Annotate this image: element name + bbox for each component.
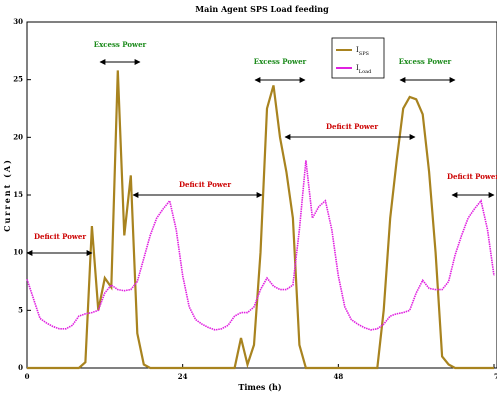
legend-label: ILoad xyxy=(356,64,372,75)
annotation-label: Excess Power xyxy=(94,40,147,49)
legend-box xyxy=(331,37,385,79)
chart-title: Main Agent SPS Load feeding xyxy=(195,4,329,14)
x-axis-label: Times (h) xyxy=(238,382,281,392)
x-tick-label: 48 xyxy=(333,372,343,381)
y-tick-label: 20 xyxy=(13,132,23,141)
annotation-label: Deficit Power xyxy=(179,180,231,189)
y-tick-label: 5 xyxy=(18,305,23,314)
legend-label: ISPS xyxy=(356,46,370,57)
annotation-label: Deficit Power xyxy=(447,172,497,181)
y-tick-label: 15 xyxy=(13,190,23,199)
legend-subscript: SPS xyxy=(359,51,370,57)
y-axis-label: Current (A) xyxy=(2,158,12,232)
legend-name: I xyxy=(356,64,359,72)
annotation-label: Excess Power xyxy=(254,57,307,66)
y-tick-label: 10 xyxy=(13,248,23,257)
series-line xyxy=(26,160,495,331)
annotation-label: Deficit Power xyxy=(326,122,378,131)
y-tick-label: 30 xyxy=(13,17,23,26)
legend-subscript: Load xyxy=(359,69,372,75)
annotation-label: Deficit Power xyxy=(34,232,86,241)
y-tick-label: 0 xyxy=(18,363,23,372)
annotation-label: Excess Power xyxy=(399,57,452,66)
x-tick-label: 24 xyxy=(178,372,188,381)
legend-name: I xyxy=(356,46,359,54)
x-tick-label: 0 xyxy=(25,372,30,381)
y-tick-label: 25 xyxy=(13,75,23,84)
x-tick-label: 72 xyxy=(494,372,497,381)
series-line xyxy=(27,70,494,370)
